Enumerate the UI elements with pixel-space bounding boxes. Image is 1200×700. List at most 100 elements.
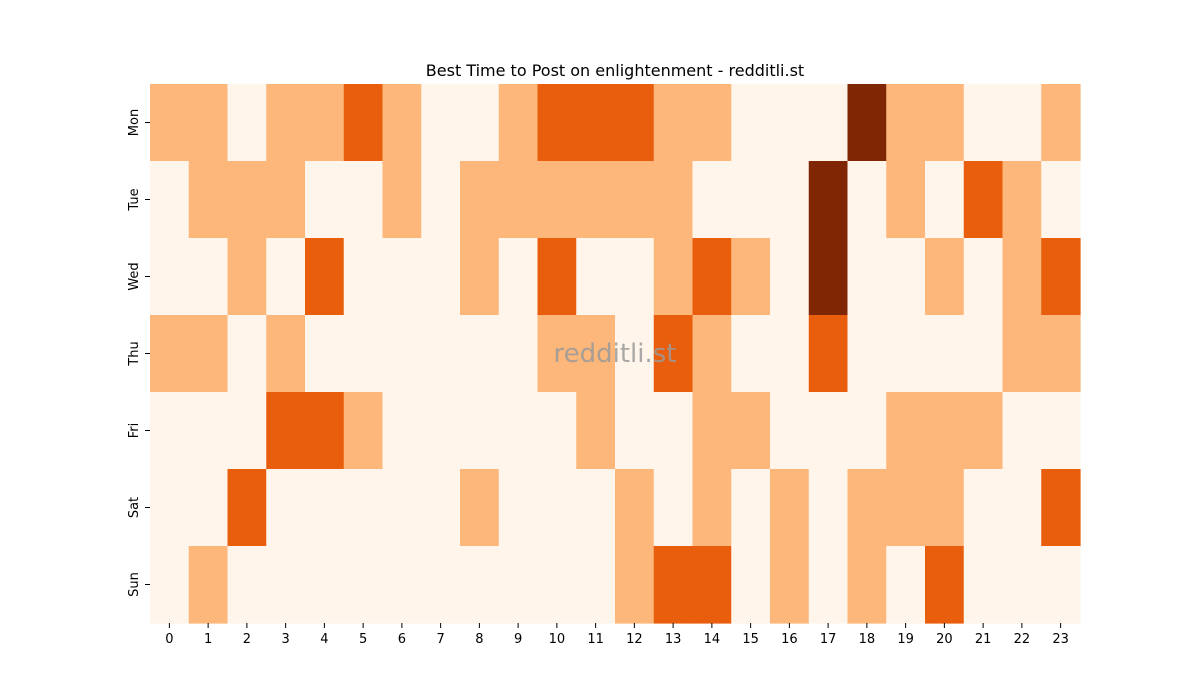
heatmap-cell (808, 84, 849, 162)
heatmap-cell (808, 161, 849, 239)
heatmap-cell (305, 392, 345, 470)
x-tick-label: 21 (975, 632, 992, 647)
heatmap-cell (188, 161, 229, 239)
y-tick-label: Sat (127, 497, 142, 518)
heatmap-cell (963, 392, 1004, 470)
heatmap-cell (886, 546, 926, 624)
heatmap-cell (305, 546, 345, 624)
heatmap-cell (847, 392, 887, 470)
heatmap-cell (421, 315, 461, 393)
heatmap-cell (1041, 546, 1081, 624)
heatmap-cell (808, 238, 849, 316)
heatmap-cell (576, 84, 616, 162)
heatmap-cell (963, 238, 1004, 316)
heatmap-cell (615, 315, 655, 393)
heatmap-cell (576, 392, 616, 470)
heatmap-cell (692, 392, 732, 470)
heatmap-cell (615, 238, 655, 316)
heatmap-cell (266, 392, 306, 470)
heatmap-cell (343, 84, 384, 162)
heatmap-cell (808, 315, 849, 393)
heatmap-cell (460, 315, 500, 393)
x-tick-label: 6 (398, 632, 406, 647)
x-tick-label: 18 (859, 632, 876, 647)
heatmap-cell (1041, 238, 1081, 316)
heatmap-cell (188, 238, 229, 316)
heatmap-cell (653, 392, 694, 470)
heatmap-cell (460, 469, 500, 547)
heatmap-cell (537, 392, 577, 470)
heatmap-cell (537, 161, 577, 239)
heatmap-cell (537, 469, 577, 547)
heatmap-cell (382, 392, 422, 470)
x-tick-label: 0 (165, 632, 173, 647)
heatmap-cell (188, 469, 229, 547)
heatmap-cell (692, 469, 732, 547)
heatmap-cell (227, 238, 267, 316)
heatmap-cell (1002, 161, 1042, 239)
heatmap-cell (925, 84, 965, 162)
heatmap-cell (1041, 315, 1081, 393)
heatmap-cell (150, 161, 190, 239)
heatmap-cell (847, 469, 887, 547)
heatmap-cell (460, 84, 500, 162)
heatmap-cell (305, 161, 345, 239)
x-tick-label: 7 (436, 632, 444, 647)
heatmap-cell (576, 315, 616, 393)
heatmap-cell (653, 546, 694, 624)
heatmap-cell (1002, 392, 1042, 470)
y-tick-label: Fri (127, 423, 142, 439)
heatmap-cell (150, 392, 190, 470)
heatmap-cell (886, 161, 926, 239)
heatmap-cell (266, 238, 306, 316)
heatmap-cell (886, 392, 926, 470)
x-tick-label: 9 (514, 632, 522, 647)
heatmap-cell (343, 392, 384, 470)
heatmap-cell (343, 315, 384, 393)
heatmap-cell (1002, 238, 1042, 316)
heatmap-cell (188, 315, 229, 393)
heatmap-cell (343, 161, 384, 239)
heatmap-cell (770, 469, 810, 547)
heatmap-cell (615, 161, 655, 239)
heatmap-cell (963, 469, 1004, 547)
heatmap-cell (963, 161, 1004, 239)
heatmap-cell (227, 315, 267, 393)
heatmap-cell (498, 546, 539, 624)
heatmap-cell (653, 469, 694, 547)
heatmap-cell (653, 84, 694, 162)
y-tick-label: Thu (127, 341, 142, 366)
heatmap-cell (576, 546, 616, 624)
x-tick-label: 11 (587, 632, 604, 647)
heatmap-cell (692, 161, 732, 239)
heatmap-cell (963, 546, 1004, 624)
x-tick-label: 8 (475, 632, 483, 647)
heatmap-cell (1002, 469, 1042, 547)
heatmap-cell (615, 546, 655, 624)
x-tick-label: 14 (704, 632, 721, 647)
heatmap-cell (963, 84, 1004, 162)
heatmap-cell (808, 392, 849, 470)
heatmap-cell (653, 315, 694, 393)
y-tick-label: Sun (127, 572, 142, 597)
heatmap-cell (731, 469, 771, 547)
heatmap-cell (576, 469, 616, 547)
y-tick-label: Mon (127, 109, 142, 136)
x-tick-label: 22 (1014, 632, 1031, 647)
heatmap-cell (925, 546, 965, 624)
heatmap-cell (692, 238, 732, 316)
x-tick-label: 23 (1052, 632, 1069, 647)
heatmap-cell (498, 469, 539, 547)
heatmap-cell (1041, 161, 1081, 239)
heatmap-cell (227, 161, 267, 239)
heatmap-cell (382, 315, 422, 393)
heatmap-cell (770, 161, 810, 239)
heatmap-cell (963, 315, 1004, 393)
heatmap-cell (925, 315, 965, 393)
x-tick-label: 4 (320, 632, 328, 647)
watermark: redditli.st (554, 339, 677, 369)
heatmap-cell (421, 469, 461, 547)
heatmap-cell (421, 546, 461, 624)
heatmap-cell (886, 238, 926, 316)
